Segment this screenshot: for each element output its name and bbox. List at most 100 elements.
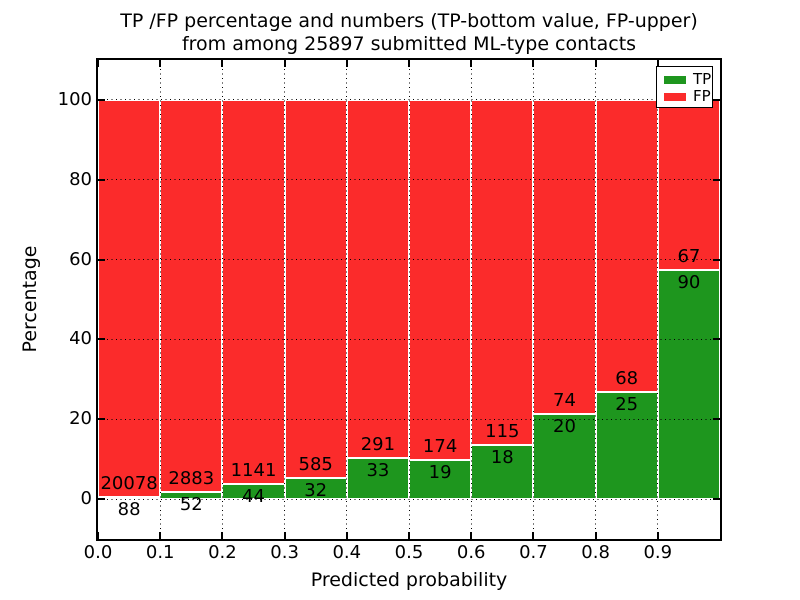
tick-mark: [221, 532, 224, 539]
x-tick-label: 0.3: [270, 542, 299, 563]
legend-label-tp: TP: [693, 70, 712, 88]
tick-mark: [283, 60, 286, 67]
bar-count-label-fp: 1141: [230, 460, 277, 482]
bar-count-label-tp: 32: [304, 480, 328, 502]
bar-segment-fp: [284, 99, 347, 479]
tick-mark: [98, 418, 105, 421]
bar-segment-fp: [346, 99, 409, 459]
bar-count-label-fp: 2883: [168, 468, 215, 490]
tick-mark: [98, 258, 105, 261]
gridline-vertical: [221, 60, 223, 539]
tick-mark: [532, 532, 535, 539]
tick-mark: [594, 60, 597, 67]
bar-segment-tp: [409, 459, 472, 500]
bar-segment-fp: [98, 99, 161, 498]
tick-mark: [98, 98, 105, 101]
fp-swatch-icon: [664, 92, 686, 101]
tick-mark: [159, 532, 162, 539]
bar-count-label-tp: 44: [242, 486, 265, 508]
bar-count-label-fp: 115: [485, 421, 520, 443]
tick-mark: [159, 60, 162, 67]
bar-count-label-fp: 67: [677, 246, 701, 268]
legend-row-fp: FP: [664, 88, 712, 105]
x-tick-label: 0.6: [456, 542, 486, 563]
bar-count-label-fp: 291: [360, 434, 396, 456]
bar-segment-tp: [346, 458, 409, 500]
bar-count-label-fp: 74: [553, 390, 576, 412]
bar-segment-fp: [595, 99, 658, 392]
bar-count-label-tp: 20: [553, 416, 576, 438]
bar-segment-fp: [409, 99, 472, 460]
bar-count-label-tp: 18: [490, 447, 514, 469]
bar-count-label-fp: 68: [615, 367, 639, 389]
y-tick-label: 100: [57, 88, 92, 110]
x-tick-label: 0.5: [394, 542, 424, 563]
bar-count-label-fp: 585: [298, 454, 333, 476]
legend-label-fp: FP: [693, 87, 711, 105]
y-tick-label: 80: [69, 168, 92, 190]
gridline-horizontal: [98, 99, 720, 101]
gridline-vertical: [159, 60, 161, 539]
bar-segment-fp: [222, 99, 285, 485]
x-tick-label: 0.8: [581, 542, 610, 563]
tick-mark: [713, 498, 720, 501]
bar-segment-tp: [533, 414, 596, 500]
tick-mark: [713, 418, 720, 421]
gridline-vertical: [657, 60, 659, 539]
bar-segment-fp: [160, 99, 223, 492]
tick-mark: [97, 532, 99, 539]
tick-mark: [594, 532, 597, 539]
tick-mark: [408, 60, 410, 67]
tick-mark: [345, 532, 348, 539]
plot-area: 20078 88 2883 52 1141 44 585 32 291 33 174 19 115 18 7…: [96, 58, 722, 541]
tick-mark: [345, 60, 348, 67]
y-tick-label: 40: [69, 328, 92, 350]
bar-segment-tp: [657, 270, 720, 500]
chart-title-line1: TP /FP percentage and numbers (TP-bottom…: [120, 10, 698, 32]
tick-mark: [713, 338, 720, 341]
gridline-vertical: [470, 60, 472, 539]
bar-segment-tp: [160, 492, 223, 500]
legend: TP FP: [656, 66, 713, 108]
gridline-vertical: [284, 60, 286, 539]
bar-count-label-tp: 33: [366, 460, 390, 482]
bar-count-label-tp: 52: [179, 494, 203, 515]
bar-count-label-fp: 174: [422, 435, 458, 457]
y-tick-label: 60: [69, 248, 92, 270]
x-tick-label: 0.2: [208, 542, 237, 563]
x-tick-label: 0.0: [83, 542, 113, 563]
tick-mark: [656, 532, 659, 539]
tick-mark: [532, 60, 535, 67]
bar-segment-tp: [284, 478, 347, 500]
bar-segment-fp: [471, 99, 534, 446]
bar-segment-tp: [595, 391, 658, 500]
x-tick-label: 0.7: [519, 542, 548, 563]
tick-mark: [98, 178, 105, 181]
tick-mark: [98, 498, 105, 501]
tick-mark: [713, 98, 720, 101]
x-tick-label: 0.1: [145, 542, 175, 563]
gridline-vertical: [346, 60, 348, 539]
tick-mark: [221, 60, 224, 67]
gridline-vertical: [532, 60, 534, 539]
chart-title: TP /FP percentage and numbers (TP-bottom…: [98, 10, 720, 56]
bar-segment-fp: [533, 99, 596, 415]
gridline-horizontal: [98, 338, 720, 340]
x-tick-label: 0.4: [332, 542, 362, 563]
bar-segment-tp: [471, 445, 534, 500]
tick-mark: [408, 532, 410, 539]
gridline-horizontal: [98, 498, 720, 500]
x-tick-label: 0.9: [643, 542, 673, 563]
bar-segment-tp: [222, 484, 285, 500]
y-tick-label: 0: [80, 488, 92, 510]
tick-mark: [470, 532, 473, 539]
bar-count-label-tp: 90: [677, 272, 701, 294]
chart-title-line2: from among 25897 submitted ML-type conta…: [181, 33, 637, 55]
tick-mark: [283, 532, 286, 539]
tick-mark: [98, 338, 105, 341]
tp-swatch-icon: [664, 75, 686, 84]
y-axis-label: Percentage: [19, 245, 41, 353]
tick-mark: [656, 60, 659, 67]
y-tick-label: 20: [69, 408, 92, 430]
